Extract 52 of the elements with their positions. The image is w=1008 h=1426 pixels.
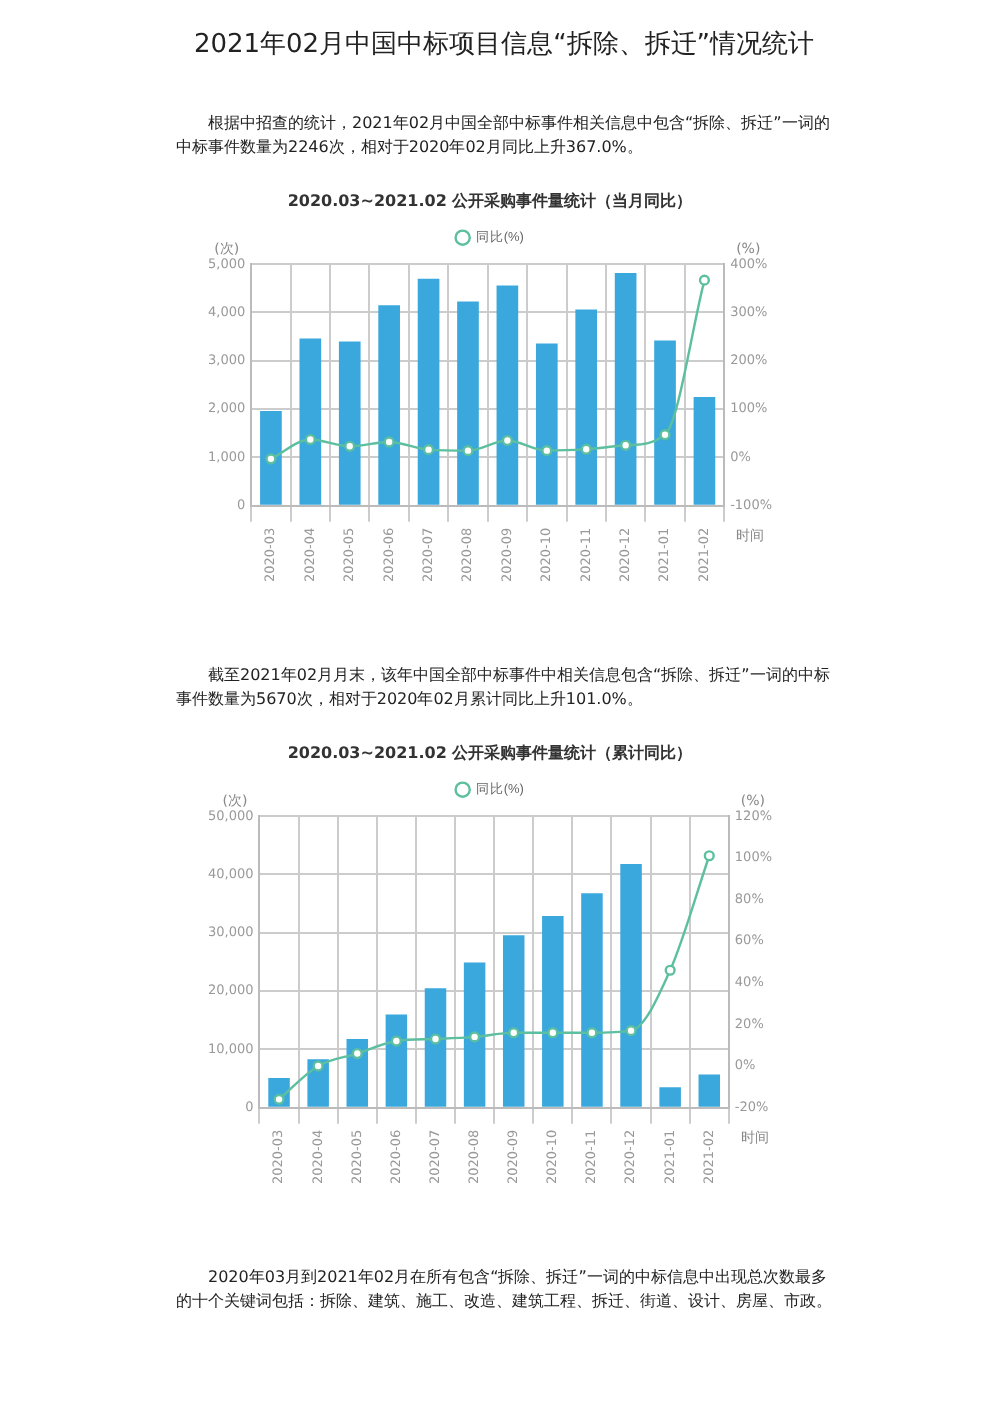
bar bbox=[581, 893, 603, 1107]
point bbox=[390, 1035, 402, 1047]
bar bbox=[299, 338, 322, 505]
bar bbox=[535, 343, 558, 505]
bar bbox=[346, 1038, 369, 1107]
point bbox=[547, 1027, 559, 1039]
point bbox=[351, 1047, 363, 1060]
text: 截至2021年02月月末，该年中国全部中标事件中相关信息包含“拆除、拆迁”一词的中标事件数量为5670次，相对于2020年02月累计同比上升101.0%。 bbox=[176, 664, 832, 712]
point bbox=[344, 440, 356, 452]
point bbox=[659, 429, 671, 441]
point bbox=[703, 850, 715, 862]
chart-title: 2020.03~2021.02 公开采购事件量统计（当月同比） bbox=[287, 191, 693, 210]
bar bbox=[417, 278, 440, 505]
point bbox=[664, 964, 676, 976]
point bbox=[304, 433, 316, 446]
point bbox=[383, 436, 395, 448]
point bbox=[586, 1027, 598, 1039]
bar bbox=[575, 309, 598, 505]
bar bbox=[614, 272, 637, 505]
point bbox=[429, 1033, 442, 1045]
text: 2021年02月中国中标项目信息“拆除、拆迁”情况统计 bbox=[191, 28, 817, 64]
bar bbox=[620, 864, 642, 1107]
point bbox=[541, 445, 553, 457]
bar bbox=[338, 341, 361, 505]
bar bbox=[424, 988, 447, 1107]
point bbox=[625, 1025, 637, 1037]
text: 2020年03月到2021年02月在所有包含“拆除、拆迁”一词的中标信息中出现总次数最多的十个关键词包括：拆除、建筑、施工、改造、建筑工程、拆迁、街道、设计、房屋、市政。 bbox=[176, 1266, 832, 1314]
bar bbox=[496, 285, 519, 505]
point bbox=[462, 445, 474, 457]
bar bbox=[693, 397, 716, 505]
bar bbox=[378, 305, 400, 505]
bar bbox=[654, 340, 676, 505]
bar bbox=[457, 301, 479, 505]
bar bbox=[385, 1014, 408, 1107]
bar bbox=[463, 962, 486, 1107]
point bbox=[422, 444, 435, 456]
bar bbox=[260, 411, 282, 505]
point bbox=[508, 1027, 520, 1039]
text: 根据中招查的统计，2021年02月中国全部中标事件相关信息中包含“拆除、拆迁”一词的中标事件数量为2246次，相对于2020年02月同比上升367.0%。 bbox=[176, 112, 832, 160]
point bbox=[312, 1060, 324, 1072]
point bbox=[469, 1031, 481, 1043]
bar bbox=[542, 915, 564, 1107]
point bbox=[620, 439, 632, 451]
point bbox=[501, 434, 513, 447]
point bbox=[265, 453, 277, 465]
bar bbox=[698, 1074, 721, 1107]
point bbox=[580, 443, 592, 455]
point bbox=[698, 274, 711, 286]
chart-title: 2020.03~2021.02 公开采购事件量统计（累计同比） bbox=[287, 743, 693, 762]
point bbox=[273, 1093, 285, 1105]
bar bbox=[659, 1087, 681, 1107]
bar bbox=[502, 935, 525, 1107]
